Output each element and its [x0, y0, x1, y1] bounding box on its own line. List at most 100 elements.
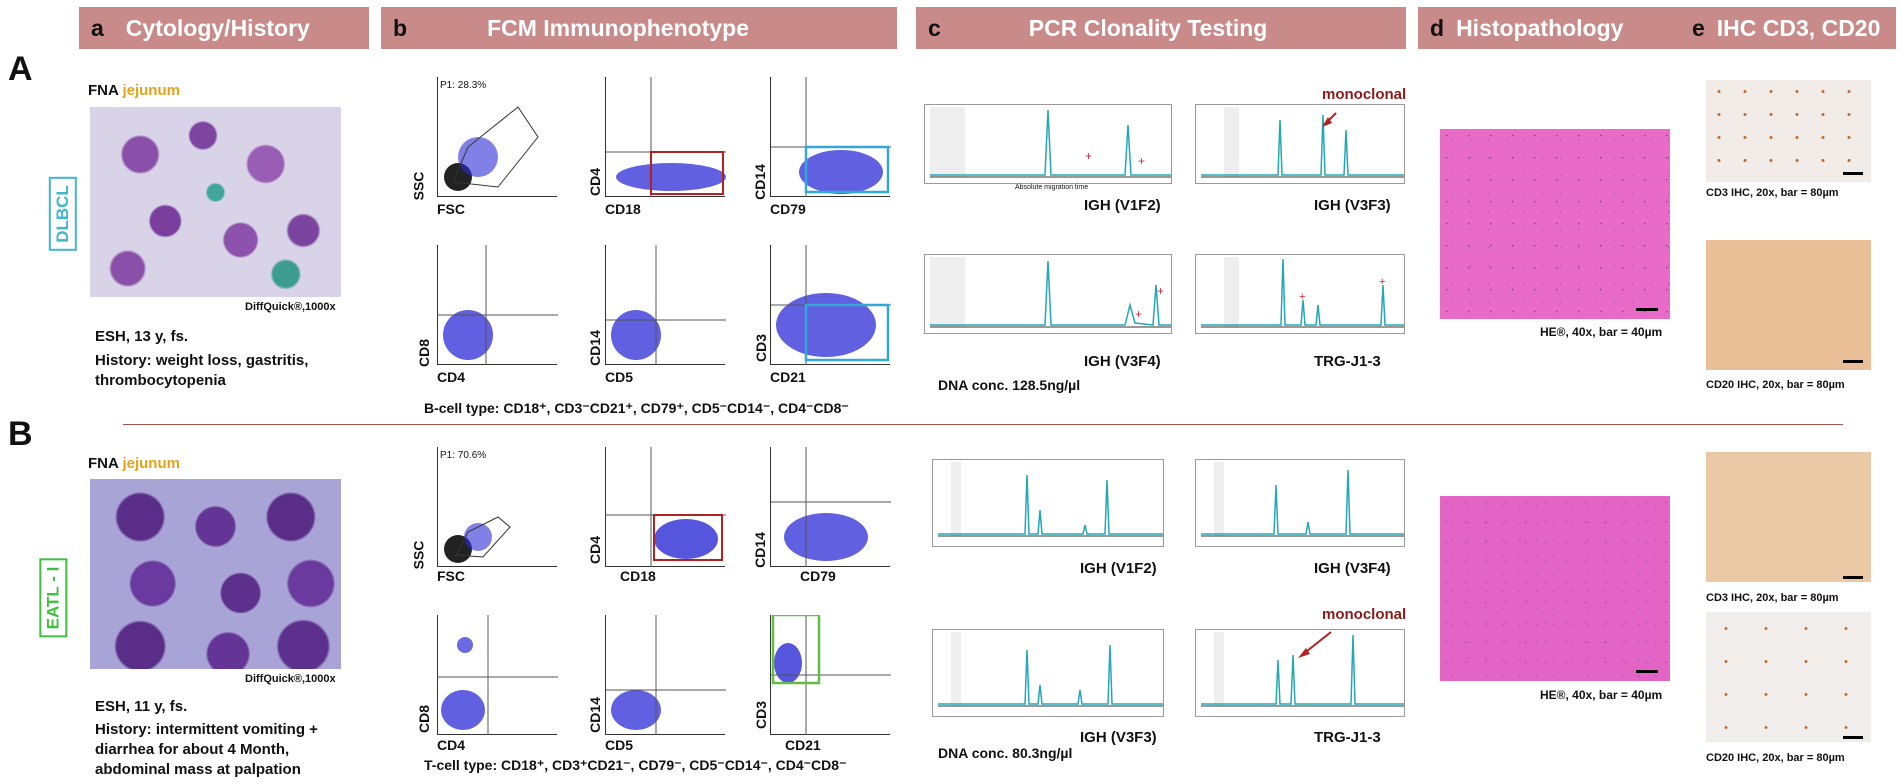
flow-plot-cd3-cd21-b: [770, 615, 891, 735]
flow-plot-ssc-fsc-b: [437, 447, 557, 567]
cytology-image-b: [90, 479, 341, 669]
pcr-plot-igh-v3f4-b: [1195, 459, 1405, 547]
header-letter: e: [1692, 14, 1705, 41]
flow-plot-cd14-cd79-b: [770, 447, 891, 567]
header-d: d Histopathology: [1418, 7, 1686, 49]
p1-label-b: P1: 70.6%: [440, 450, 487, 461]
x-axis-label: FSC: [437, 568, 465, 584]
header-letter: a: [91, 14, 104, 41]
flow-plot-cd14-cd5-b: [605, 615, 726, 735]
scale-bar: [1843, 576, 1863, 579]
pcr-plot-trg-b: [1195, 629, 1405, 717]
row-label-a: A: [8, 50, 33, 88]
y-axis-label: CD14: [586, 697, 603, 733]
pcr-caption: IGH (V3F3): [1080, 729, 1157, 746]
header-title: IHC CD3, CD20: [1716, 14, 1881, 41]
diagnosis-badge-a: DLBCL: [48, 177, 77, 251]
he-caption-a: HE®, 40x, bar = 40µm: [1540, 325, 1663, 339]
header-letter: b: [393, 14, 408, 41]
history-b: History: intermittent vomiting + diarrhe…: [95, 721, 318, 778]
site-text: jejunum: [122, 82, 180, 99]
ihc-cd20-image-b: [1706, 612, 1871, 742]
pcr-plot-trg-a: + +: [1195, 254, 1405, 334]
y-axis-label: CD14: [586, 330, 603, 366]
stain-caption-a: DiffQuick®,1000x: [245, 301, 336, 313]
pcr-plot-igh-v3f4-a: + +: [924, 254, 1172, 334]
monoclonal-label-b: monoclonal: [1322, 606, 1407, 623]
pcr-plot-igh-v3f3-b: [932, 629, 1164, 717]
pcr-caption: TRG-J1-3: [1314, 729, 1381, 746]
p1-label-a: P1: 28.3%: [440, 80, 487, 91]
y-axis-label: CD8: [416, 338, 433, 368]
pcr-caption: TRG-J1-3: [1314, 353, 1381, 370]
svg-text:+: +: [1299, 291, 1305, 303]
site-text: jejunum: [122, 455, 180, 472]
header-c: c PCR Clonality Testing: [916, 7, 1406, 49]
ihc-cd20-caption-a: CD20 IHC, 20x, bar = 80µm: [1706, 379, 1845, 391]
x-axis-label: CD4: [437, 737, 466, 753]
he-caption-b: HE®, 40x, bar = 40µm: [1540, 688, 1663, 702]
fna-label-a: FNA jejunum: [88, 82, 180, 99]
fna-text: FNA: [88, 455, 119, 472]
x-axis-label: CD18: [605, 201, 641, 217]
header-title: Histopathology: [1456, 14, 1624, 41]
svg-text:+: +: [1135, 307, 1142, 321]
y-axis-label: SSC: [410, 171, 427, 201]
flow-plot-ssc-fsc-a: [437, 77, 557, 197]
pcr-plot-igh-v1f2-a: + +: [924, 104, 1172, 184]
pcr-plot-igh-v3f3-a: [1195, 104, 1405, 184]
header-letter: d: [1430, 14, 1445, 41]
x-axis-label: CD5: [605, 369, 634, 385]
flow-plot-cd14-cd5-a: [605, 245, 726, 365]
y-axis-label: CD4: [587, 535, 604, 565]
diagnosis-badge-b: EATL - I: [39, 558, 68, 638]
x-axis-label: CD79: [770, 201, 806, 217]
header-letter: c: [928, 14, 941, 41]
flow-plot-cd8-cd4-a: [437, 245, 558, 365]
header-e: e IHC CD3, CD20: [1684, 7, 1896, 49]
pcr-caption: IGH (V1F2): [1080, 560, 1157, 577]
x-axis-label: FSC: [437, 201, 465, 217]
row-divider: [123, 424, 1843, 425]
y-axis-label: CD14: [751, 164, 768, 200]
x-axis-label: CD5: [605, 737, 634, 753]
row-label-b: B: [8, 415, 33, 453]
ihc-cd20-image-a: [1706, 240, 1871, 370]
header-title: PCR Clonality Testing: [1028, 14, 1268, 41]
stain-caption-b: DiffQuick®,1000x: [245, 673, 336, 685]
patient-a: ESH, 13 y, fs.: [95, 328, 189, 345]
flow-plot-cd8-cd4-b: [437, 615, 558, 735]
dna-conc-b: DNA conc. 80.3ng/µl: [938, 745, 1073, 761]
y-axis-label: CD4: [587, 167, 604, 197]
ihc-cd3-image-b: [1706, 452, 1871, 582]
scale-bar: [1843, 360, 1863, 363]
svg-text:+: +: [1138, 154, 1145, 168]
svg-text:+: +: [1379, 276, 1385, 288]
histopathology-image-b: [1440, 496, 1670, 681]
flow-plot-cd4-cd18-a: [605, 77, 726, 197]
y-axis-label: CD14: [751, 532, 768, 568]
dna-conc-a: DNA conc. 128.5ng/µl: [938, 377, 1081, 393]
pcr-axis-label: Absolute migration time: [1015, 184, 1089, 191]
ihc-cd3-caption-a: CD3 IHC, 20x, bar = 80µm: [1706, 187, 1839, 199]
pcr-caption: IGH (V1F2): [1084, 197, 1161, 214]
scale-bar: [1636, 308, 1658, 311]
svg-text:+: +: [1085, 149, 1092, 163]
header-a: a Cytology/History: [79, 7, 369, 49]
y-axis-label: CD3: [753, 700, 770, 730]
x-axis-label: CD21: [785, 737, 821, 753]
patient-b: ESH, 11 y, fs.: [95, 698, 188, 715]
scale-bar: [1843, 736, 1863, 739]
phenotype-b: T-cell type: CD18⁺, CD3⁺CD21⁻, CD79⁻, CD…: [424, 757, 847, 773]
y-axis-label: CD8: [416, 704, 433, 734]
fna-label-b: FNA jejunum: [88, 455, 180, 472]
pcr-caption: IGH (V3F4): [1084, 353, 1161, 370]
ihc-cd3-image-a: [1706, 80, 1871, 182]
histopathology-image-a: [1440, 129, 1670, 319]
y-axis-label: CD3: [753, 333, 770, 363]
flow-plot-cd4-cd18-b: [605, 447, 726, 567]
pcr-caption: IGH (V3F4): [1314, 560, 1391, 577]
header-title: Cytology/History: [125, 14, 310, 41]
y-axis-label: SSC: [410, 540, 427, 570]
ihc-cd3-caption-b: CD3 IHC, 20x, bar = 80µm: [1706, 592, 1839, 604]
